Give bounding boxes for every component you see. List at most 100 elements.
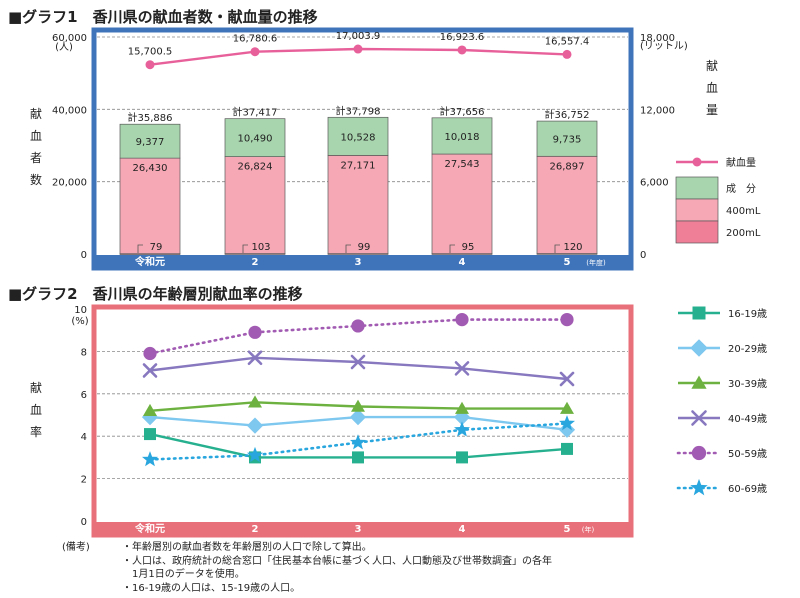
chart-2-point-stroke-b [559,371,575,387]
chart-1-y2label-char: 量 [706,103,718,117]
chart-2-point [561,442,573,455]
chart-1-bar-segment [536,155,598,254]
chart-1-bar-segment [431,153,493,255]
chart-2-category-label: 令和元 [134,522,165,535]
chart-1-ylabel-char: 献 [30,106,42,121]
chart-1-line-point [145,60,155,70]
chart-2-point [454,361,470,376]
chart-1-legend-line-marker [692,157,702,167]
note-item-3: ・16-19歳の人口は、15-19歳の人口。 [122,582,301,594]
chart-2-legend-label: 40-49歳 [728,413,767,425]
chart-1-y2label-char: 血 [706,81,718,95]
chart-2-point [455,313,469,327]
chart-2-legend-label: 20-29歳 [728,343,767,355]
chart-2-legend-marker [691,375,707,389]
chart-1-leader-line [137,244,143,253]
chart-1-y2tick-label: 18,000 [640,33,675,44]
chart-1-total-label: 計37,656 [440,105,485,118]
chart-2-ytick-label: 6 [81,390,87,401]
chart-2-ylabel-char: 献 [30,380,42,395]
chart-2-point-stroke-b [350,354,366,370]
chart-2-category-label: 3 [355,524,362,535]
chart-1-total-label: 計37,417 [233,106,278,119]
chart-2-ylabel-char: 血 [30,403,42,417]
chart-2-category-band [92,522,633,535]
chart-2-point [560,401,574,414]
chart-1-ylabel-char: 血 [30,129,42,143]
note-item-1: ・年齢層別の献血者数を年齢層別の人口で除して算出。 [122,542,372,553]
chart-1-value-label: 120 [563,242,582,253]
chart-2-ytick-label: 8 [81,347,87,358]
chart-2-point [248,325,262,339]
chart-1-y2tick-label: 12,000 [640,105,675,116]
chart-2-title: ■グラフ2 香川県の年齢層別献血率の推移 [8,285,303,303]
notes-heading: (備考) [62,542,90,553]
chart-1-y2tick-label: 0 [640,250,646,261]
chart-1-legend-label: 400mL [726,206,761,217]
chart-2-legend-label: 50-59歳 [728,448,767,460]
chart-1-bar-segment [119,157,181,255]
chart-1-value-label: 10,528 [341,132,376,143]
chart-2-legend-label: 60-69歳 [728,483,767,495]
chart-1-bar-segment [119,123,181,159]
chart-1-bar-segment [224,118,286,157]
chart-1-donors-volume: ■グラフ1 香川県の献血者数・献血量の推移 0 20,000 40,000 60,000… [8,8,761,271]
chart-2-y-unit: (%) [71,316,88,327]
chart-2-point [247,446,263,463]
chart-2-point [455,401,469,414]
chart-1-line-label: 15,700.5 [128,47,173,58]
notes-list: ・年齢層別の献血者数を年齢層別の人口で除して算出。 ・人口は、政府統計の総合窓口… [122,541,702,595]
chart-2-point-stroke-b [247,350,263,366]
chart-1-ylabel-char: 数 [30,172,42,187]
chart-1-ytick-label: 60,000 [52,33,87,44]
chart-1-leader-line [554,244,560,253]
chart-1-ytick-label: 40,000 [52,105,87,116]
chart-2-ytick-label: 10 [74,305,87,316]
chart-2-ylabel: 献血率 [30,380,42,439]
chart-2-point [143,403,157,416]
chart-1-title: ■グラフ1 香川県の献血者数・献血量の推移 [8,8,318,26]
chart-1-bar-segment [431,117,493,155]
chart-1-value-label: 27,171 [341,160,376,171]
chart-1-category-band [92,255,633,268]
chart-2-point [143,346,157,361]
chart-2-legend-marker [691,410,707,426]
chart-1-bar-segment [536,120,598,157]
chart-2-legend-label: 16-19歳 [728,308,767,320]
chart-2-point [351,319,365,333]
chart-2-legend-marker [691,445,707,461]
chart-1-legend-swatch [675,220,719,244]
chart-2-legend-marker [692,306,706,320]
chart-2-frame [91,304,634,538]
chart-1-leader-line [449,244,455,253]
chart-1-value-label: 99 [358,242,371,253]
chart-1-line-point [562,49,572,59]
chart-1-line-point [457,45,467,55]
chart-2-point [350,354,366,370]
chart-2-point [456,451,468,464]
chart-1-line-point [250,47,260,57]
chart-2-ylabel-char: 率 [30,424,42,439]
chart-1-value-label: 9,377 [136,137,165,148]
chart-1-legend-label: 成 分 [726,183,756,195]
chart-1-line-point [353,44,363,54]
chart-1-category-label: 4 [459,257,466,268]
chart-1-total-label: 計36,752 [545,108,590,121]
chart-1-leader-line [345,244,351,253]
chart-2-point-stroke-b [454,361,470,376]
chart-1-value-label: 103 [251,242,270,253]
chart-1-value-label: 79 [150,242,163,253]
chart-2-legend-marker [690,478,708,496]
chart-2-point-stroke-b [142,363,158,378]
chart-2-x-unit: (年) [582,525,595,534]
chart-2-point [142,451,158,467]
chart-2-ytick-label: 0 [81,517,87,528]
chart-1-ylabel-char: 者 [30,151,42,165]
chart-2-ytick-label: 4 [81,432,87,443]
chart-1-total-label: 計35,886 [128,111,173,124]
chart-2-point [144,428,156,441]
chart-2-point [559,371,575,387]
chart-1-category-label: 3 [355,257,362,268]
chart-1-total-label: 計37,798 [336,104,381,117]
